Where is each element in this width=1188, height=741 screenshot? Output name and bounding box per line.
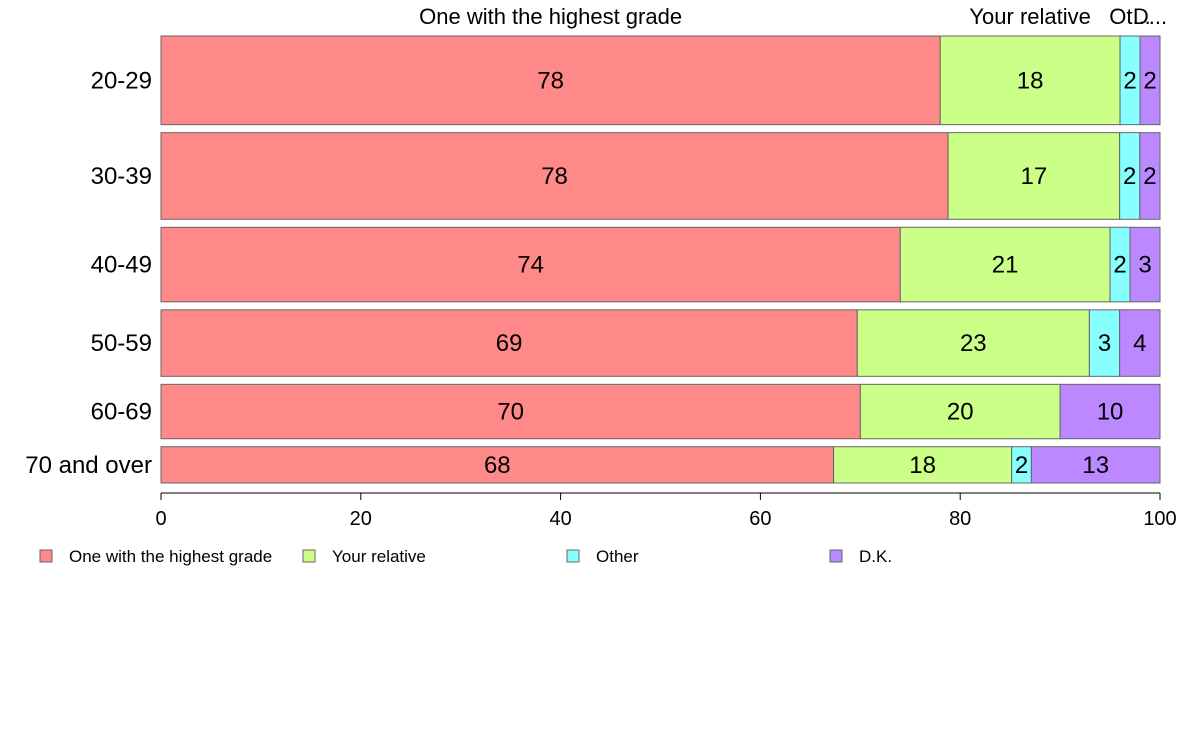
column-label: Ot... — [1109, 4, 1151, 29]
column-label: D... — [1133, 4, 1167, 29]
data-label: 70 — [497, 399, 524, 426]
category-label: 70 and over — [25, 452, 152, 479]
bar-segment — [947, 132, 1121, 220]
data-label: 68 — [484, 452, 511, 479]
data-label: 2 — [1123, 67, 1136, 94]
legend-swatch — [39, 549, 53, 563]
data-label: 10 — [1097, 399, 1124, 426]
data-label: 78 — [541, 163, 568, 190]
x-tick-label: 80 — [949, 508, 971, 530]
bar-segment — [1059, 383, 1161, 440]
x-tick-label: 60 — [749, 508, 771, 530]
data-label: 2 — [1143, 163, 1156, 190]
x-tick-label: 0 — [155, 508, 166, 530]
data-label: 13 — [1082, 452, 1109, 479]
data-label: 78 — [537, 67, 564, 94]
bar-segment — [160, 309, 858, 377]
data-label: 2 — [1123, 163, 1136, 190]
legend-label: Other — [596, 547, 639, 566]
category-label: 60-69 — [91, 399, 152, 426]
bar-segment — [160, 132, 949, 220]
data-label: 2 — [1113, 252, 1126, 279]
category-label: 40-49 — [91, 252, 152, 279]
category-label: 30-39 — [91, 163, 152, 190]
data-label: 3 — [1138, 252, 1151, 279]
data-label: 69 — [496, 330, 523, 357]
bar-segment — [1030, 446, 1161, 484]
data-label: 23 — [960, 330, 987, 357]
data-label: 2 — [1143, 67, 1156, 94]
bar-segment — [1119, 309, 1161, 377]
data-label: 74 — [517, 252, 544, 279]
legend-swatch — [302, 549, 316, 563]
legend-label: Your relative — [332, 547, 426, 566]
legend-swatch — [566, 549, 580, 563]
data-label: 2 — [1015, 452, 1028, 479]
bar-segment — [856, 309, 1090, 377]
column-label: Your relative — [969, 4, 1090, 29]
column-label: One with the highest grade — [419, 4, 682, 29]
legend-label: One with the highest grade — [69, 547, 272, 566]
data-label: 18 — [1017, 67, 1044, 94]
data-label: 21 — [992, 252, 1019, 279]
data-label: 4 — [1133, 330, 1146, 357]
bar-segment — [1139, 35, 1161, 126]
x-tick-label: 100 — [1143, 508, 1176, 530]
data-label: 18 — [909, 452, 936, 479]
category-label: 20-29 — [91, 67, 152, 94]
x-tick-label: 20 — [350, 508, 372, 530]
x-tick-label: 40 — [549, 508, 571, 530]
bar-segment — [899, 226, 1111, 303]
bar-segment — [160, 226, 901, 303]
category-label: 50-59 — [91, 330, 152, 357]
legend-label: D.K. — [859, 547, 892, 566]
data-label: 20 — [947, 399, 974, 426]
legend-swatch — [829, 549, 843, 563]
bar-segment — [160, 383, 861, 440]
bar-segment — [1139, 132, 1161, 220]
data-label: 3 — [1098, 330, 1111, 357]
bar-segment — [859, 383, 1061, 440]
bar-segment — [939, 35, 1121, 126]
bar-segment — [1129, 226, 1161, 303]
bar-segment — [160, 446, 835, 484]
bar-segment — [160, 35, 941, 126]
data-label: 17 — [1021, 163, 1048, 190]
